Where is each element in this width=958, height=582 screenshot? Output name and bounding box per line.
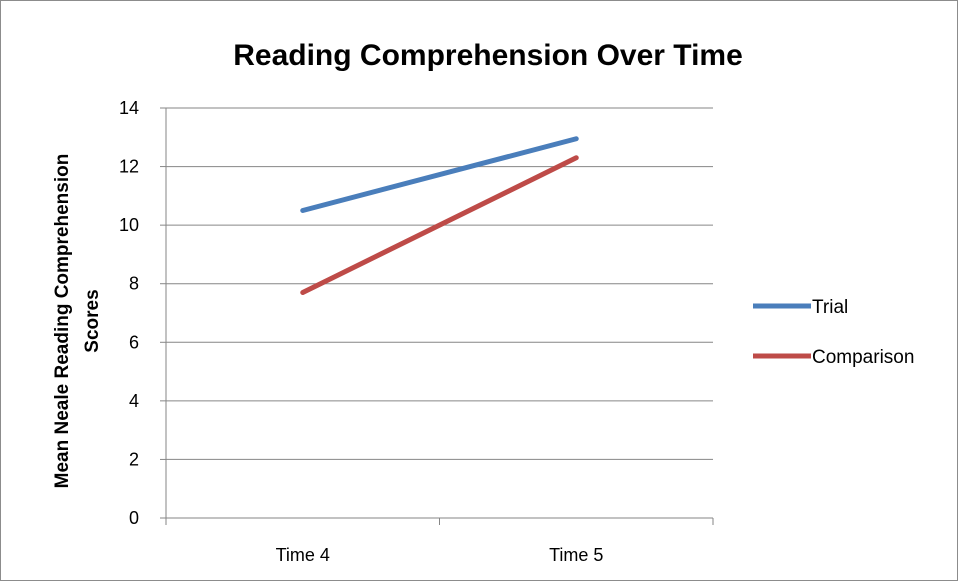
legend-label-trial: Trial <box>812 297 848 318</box>
y-tick-label: 10 <box>119 215 139 235</box>
series-lines <box>300 136 579 295</box>
x-tick-label: Time 5 <box>549 545 603 565</box>
y-tick-label: 6 <box>129 332 139 352</box>
y-tick-label: 14 <box>119 98 139 118</box>
series-line-trial <box>300 136 579 213</box>
y-axis-label-line-2: Scores <box>82 289 103 352</box>
y-axis-label-line-1: Mean Neale Reading Comprehension <box>52 154 73 489</box>
series-line-comparison <box>300 155 579 295</box>
legend: Trial Comparison <box>753 297 914 368</box>
y-tick-label: 4 <box>129 391 139 411</box>
y-axis-ticks: 0 2 4 6 8 10 12 14 <box>119 98 166 528</box>
gridlines <box>166 107 713 460</box>
y-tick-label: 2 <box>129 449 139 469</box>
legend-label-comparison: Comparison <box>812 347 914 368</box>
chart-title: Reading Comprehension Over Time <box>233 39 743 72</box>
x-tick-label: Time 4 <box>276 545 330 565</box>
x-axis: Time 4 Time 5 <box>165 108 714 565</box>
y-tick-label: 12 <box>119 157 139 177</box>
y-tick-label: 0 <box>129 508 139 528</box>
y-tick-label: 8 <box>129 274 139 294</box>
